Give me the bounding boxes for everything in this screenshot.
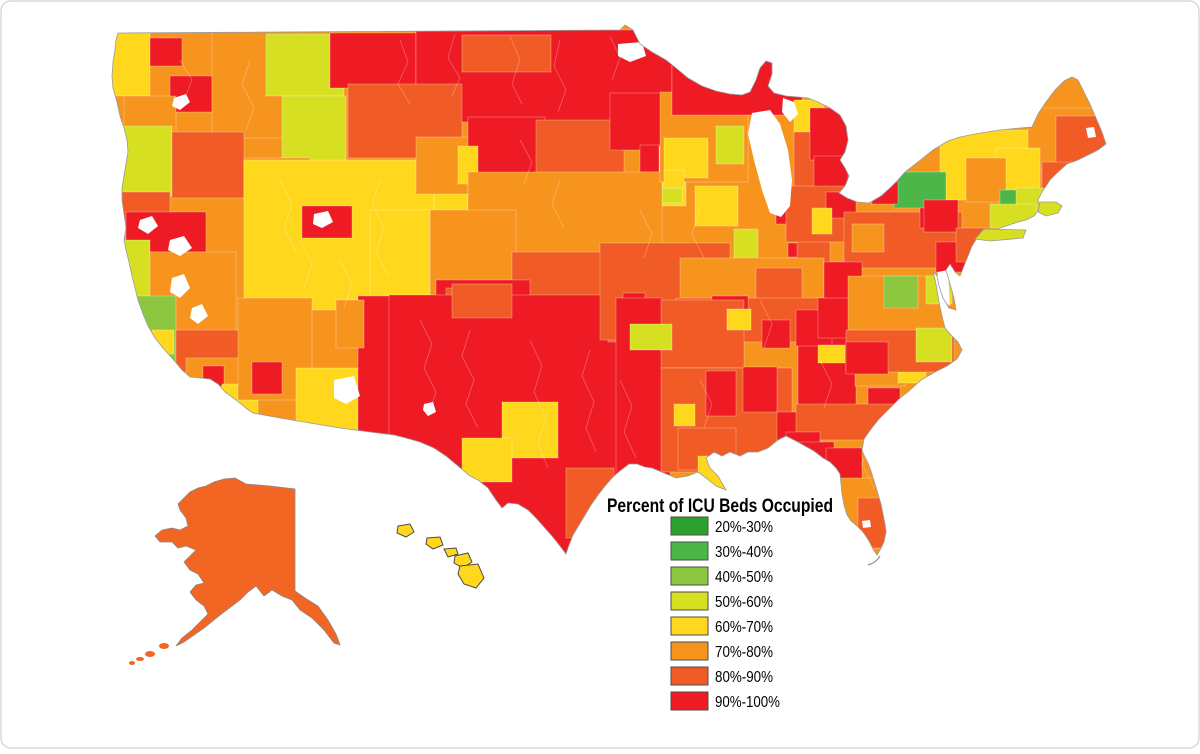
svg-text:40%-50%: 40%-50% [715, 569, 773, 586]
svg-text:20%-30%: 20%-30% [715, 519, 773, 536]
svg-text:80%-90%: 80%-90% [715, 669, 773, 686]
svg-text:60%-70%: 60%-70% [715, 619, 773, 636]
svg-text:90%-100%: 90%-100% [715, 694, 780, 711]
svg-text:Percent of ICU Beds Occupied: Percent of ICU Beds Occupied [607, 496, 833, 517]
svg-text:50%-60%: 50%-60% [715, 594, 773, 611]
svg-text:30%-40%: 30%-40% [715, 544, 773, 561]
svg-text:70%-80%: 70%-80% [715, 644, 773, 661]
